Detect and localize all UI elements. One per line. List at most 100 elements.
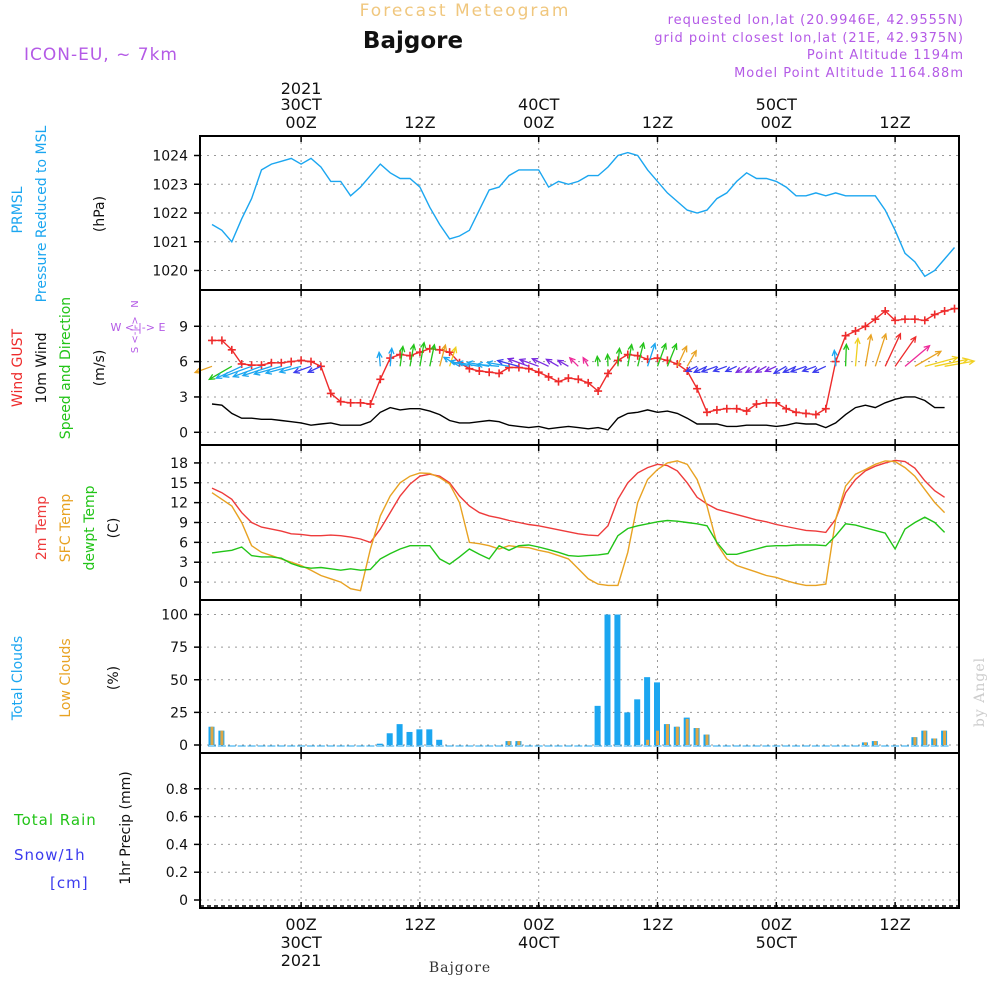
total-cloud-bar xyxy=(396,724,403,745)
y-tick-label: 0.6 xyxy=(166,810,188,826)
wind-arrow-head xyxy=(440,343,448,352)
bottom-hour-label: 00Z xyxy=(285,915,316,934)
y-tick-label: 0 xyxy=(179,575,188,591)
temp-panel: 0 3 6 9 12 15 18 xyxy=(170,444,960,601)
gust-marker xyxy=(584,378,593,387)
wind-arrow-head xyxy=(496,358,504,366)
temp-dew-label: dewpt Temp xyxy=(82,485,98,570)
total-cloud-bar xyxy=(436,739,443,745)
wind-arrow-head xyxy=(545,358,553,365)
precip-axis-label: 1hr Precip (mm) xyxy=(118,771,134,884)
wind-arrow xyxy=(676,346,688,367)
wind-arrow xyxy=(439,344,447,367)
wind-arrow-head xyxy=(264,368,273,375)
wind-arrow xyxy=(833,350,837,367)
bottom-hour-label: 12Z xyxy=(404,915,435,934)
wind-arrow xyxy=(790,365,807,373)
wind-arrow xyxy=(233,365,262,378)
wind-arrow-head xyxy=(801,366,809,373)
gust-marker xyxy=(930,310,939,319)
gust-marker xyxy=(346,398,355,407)
wind-arrow-head xyxy=(466,360,474,367)
wind-arrow-head xyxy=(594,354,601,363)
wind-arrow xyxy=(765,365,777,372)
gust-marker xyxy=(277,358,286,367)
wind-arrow xyxy=(627,344,633,367)
wind-arrow-head xyxy=(456,360,464,367)
precip-frame xyxy=(199,752,960,909)
low-cloud-bar xyxy=(863,742,867,745)
gust-marker xyxy=(406,351,414,360)
wind-arrow xyxy=(409,344,415,367)
low-cloud-bar xyxy=(220,730,224,745)
wind-arrow xyxy=(265,365,292,374)
low-cloud-bar xyxy=(210,726,214,745)
y-tick-label: 75 xyxy=(170,640,188,656)
gust-marker xyxy=(227,345,236,354)
y-tick-label: 3 xyxy=(179,555,188,571)
low-cloud-bar xyxy=(685,718,689,745)
wind-arrow-head xyxy=(951,355,960,362)
wind-panel: 0 3 6 9 xyxy=(179,289,976,446)
total-cloud-bar xyxy=(416,729,423,745)
low-cloud-bar xyxy=(517,741,521,745)
wind-arrow-head xyxy=(764,366,772,373)
wind-arrow xyxy=(477,363,500,367)
gust-marker xyxy=(514,363,523,372)
total-cloud-bar xyxy=(644,677,651,745)
series-line-prmsl xyxy=(211,151,956,278)
wind-arrow-head xyxy=(684,366,693,373)
pressure-reduced-label: Pressure Reduced to MSL xyxy=(34,125,50,302)
snow-cm-label: [cm] xyxy=(50,874,89,892)
wind-arrow xyxy=(844,344,848,367)
clouds-unit: (%) xyxy=(106,666,122,690)
gust-marker xyxy=(475,367,484,376)
wind-arrow xyxy=(582,357,589,367)
wind-arrow xyxy=(904,345,930,367)
wind-arrow xyxy=(745,365,757,373)
y-tick-label: 0.2 xyxy=(166,865,188,881)
top-hour-label: 12Z xyxy=(404,113,435,132)
wind-arrow xyxy=(507,358,530,367)
wind-arrow-head xyxy=(485,360,494,367)
wind-arrow-head xyxy=(782,367,790,373)
gust-marker xyxy=(247,361,256,370)
gust-marker xyxy=(950,304,959,313)
wind-arrow-head xyxy=(811,367,820,373)
wind-arrow-head xyxy=(475,361,484,369)
total-cloud-bar xyxy=(406,731,413,745)
pressure-unit: (hPa) xyxy=(92,196,108,232)
wind-arrow xyxy=(569,357,579,367)
total-cloud-bar xyxy=(604,614,611,745)
wind-arrow xyxy=(884,333,902,367)
gust-marker xyxy=(901,315,909,324)
wind-labels: Wind GUST 10m Wind Speed and Direction (… xyxy=(10,297,165,439)
wind-arrow-head xyxy=(681,345,688,353)
wind-arrow xyxy=(701,365,718,373)
gust-marker xyxy=(435,345,444,354)
gust-marker xyxy=(297,356,306,365)
grid-point-coords: grid point closest lon,lat (21E, 42.9375… xyxy=(654,31,964,46)
wind-arrow-head xyxy=(754,366,763,374)
wind-arrow-head xyxy=(639,341,646,350)
wind-arrow-head xyxy=(222,371,230,378)
y-tick-label: 3 xyxy=(179,390,188,406)
y-tick-label: 6 xyxy=(179,535,188,551)
y-tick-label: 0 xyxy=(179,738,188,754)
gust-marker xyxy=(604,369,612,378)
wind-arrow-head xyxy=(968,358,976,366)
wind-arrow-head xyxy=(388,346,395,355)
wind-arrow-head xyxy=(934,350,943,357)
wind-arrow xyxy=(924,356,958,367)
top-day-label: 30CT xyxy=(280,95,322,114)
wind-arrow-head xyxy=(724,366,732,373)
y-tick-label: 0.4 xyxy=(166,837,188,853)
wind-arrow-head xyxy=(660,342,667,350)
gust-marker xyxy=(396,350,405,359)
top-hour-label: 12Z xyxy=(642,113,673,132)
wind-arrow-head xyxy=(854,336,861,345)
wind-arrow xyxy=(773,365,787,374)
bottom-day-label: 30CT xyxy=(280,933,322,952)
wind-arrow xyxy=(646,343,656,367)
low-cloud-bar xyxy=(507,741,511,745)
